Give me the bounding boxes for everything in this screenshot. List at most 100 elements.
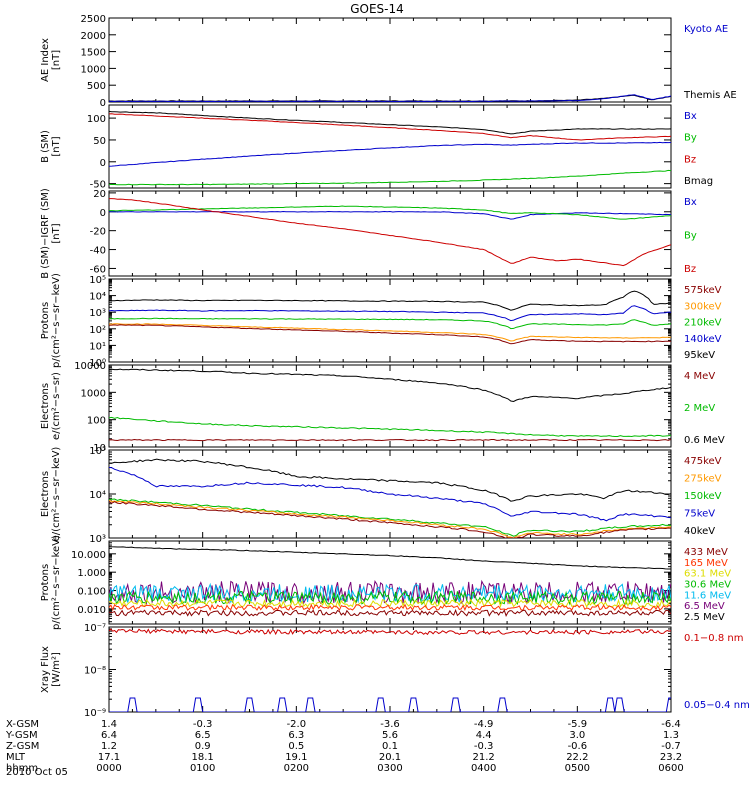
ephemeris-label: Z-GSM	[6, 741, 39, 752]
legend-entry: 75keV	[684, 509, 715, 520]
series-line	[109, 546, 671, 570]
ephemeris-value: 0.1	[382, 741, 398, 752]
y-tick-label: 10¹	[89, 341, 106, 352]
series-line	[109, 368, 671, 403]
legend-entry: 40keV	[684, 526, 715, 537]
panel-db-frame	[108, 190, 672, 277]
y-tick-label: 100	[87, 416, 106, 427]
ephemeris-value: 0300	[377, 763, 402, 774]
series-line	[109, 608, 671, 617]
panel-db: -60 -40 -20 0 20 B (SM)−IGRF (SM) [nT] Bx By Bz	[40, 188, 697, 279]
panel-e2: 10³ 10⁴ 10⁵ Electrons e/(cm²−s−sr−keV) 475keV…	[40, 446, 722, 545]
ephemeris-table: X-GSM 1.4 -0.3 -2.0 -3.6 -4.9 -5.9 -6.4 Y-GSM 6.4…	[5, 719, 684, 774]
ephemeris-value: 23.2	[660, 752, 682, 763]
legend-entry: 2 MeV	[684, 403, 715, 414]
legend-entry: Kyoto AE	[684, 24, 728, 35]
series-line	[109, 290, 671, 311]
ephemeris-value: 21.2	[473, 752, 495, 763]
y-axis-label: Electrons	[40, 471, 51, 517]
ephemeris-label: X-GSM	[6, 719, 39, 730]
y-axis-label: e/(cm²−s−sr−keV)	[51, 447, 62, 542]
series-line	[109, 141, 671, 167]
series-line	[109, 628, 671, 636]
ephemeris-value: 0000	[96, 763, 121, 774]
series-line	[109, 110, 671, 135]
y-tick-label: 1000	[81, 388, 106, 399]
y-tick-label: 100	[87, 114, 106, 125]
y-tick-label: 2000	[81, 31, 106, 42]
y-axis-label: Protons	[40, 564, 51, 601]
chart-title: GOES-14	[350, 2, 404, 16]
ephemeris-value: 4.4	[476, 730, 492, 741]
y-tick-label: 0.010	[77, 605, 106, 616]
series-line	[109, 198, 671, 267]
ephemeris-value: 6.3	[288, 730, 304, 741]
series-line	[109, 113, 671, 141]
ephemeris-value: 3.0	[569, 730, 585, 741]
series-line	[109, 466, 671, 522]
ephemeris-value: -4.9	[474, 719, 494, 730]
legend-entry: By	[684, 231, 697, 242]
y-tick-label: 1500	[81, 48, 106, 59]
panel-e1: 10 100 1000 10000 Electrons e/(cm²−s−sr) 4 MeV…	[40, 361, 725, 454]
series-line	[109, 210, 671, 220]
series-line	[109, 94, 671, 102]
ephemeris-label: Y-GSM	[5, 730, 38, 741]
date-label: 2010 Oct 05	[6, 767, 68, 778]
y-tick-label: 10⁻⁷	[84, 623, 106, 634]
y-tick-label: 10³	[89, 534, 106, 545]
y-axis-label: p/(cm²−s−sr−keV)	[51, 535, 62, 630]
y-axis-label: B (SM)	[40, 130, 51, 163]
y-tick-label: 10⁻⁹	[84, 708, 106, 719]
y-tick-label: 0	[100, 208, 106, 219]
series-line	[109, 501, 671, 538]
y-tick-label: 10.000	[71, 550, 106, 561]
y-tick-label: -60	[90, 264, 106, 275]
ephemeris-value: 22.2	[566, 752, 588, 763]
ephemeris-value: 0600	[658, 763, 683, 774]
legend-entry: 275keV	[684, 474, 722, 485]
legend-entry: 210keV	[684, 318, 722, 329]
y-tick-label: 10⁴	[89, 292, 106, 303]
y-axis-label: [nT]	[51, 136, 62, 156]
legend-entry: 30.6 MeV	[684, 580, 731, 591]
y-axis-label: [nT]	[51, 223, 62, 243]
legend-entry: 11.6 MeV	[684, 590, 731, 601]
ephemeris-value: 0.5	[288, 741, 304, 752]
ephemeris-value: 20.1	[379, 752, 401, 763]
legend-entry: 0.1−0.8 nm	[684, 633, 743, 644]
y-tick-label: 10	[93, 443, 106, 454]
y-axis-label: Xray Flux	[40, 646, 51, 693]
ephemeris-value: -0.3	[193, 719, 213, 730]
legend-entry: Bz	[684, 154, 696, 165]
panel-xr-frame	[108, 626, 672, 713]
legend-entry: 4 MeV	[684, 371, 715, 382]
legend-entry: Themis AE	[683, 90, 737, 101]
legend-entry: 6.5 MeV	[684, 601, 725, 612]
legend-entry: 300keV	[684, 301, 722, 312]
legend-entry: 433 MeV	[684, 547, 728, 558]
y-tick-label: -50	[90, 180, 106, 191]
panel-p: 10⁰ 10¹ 10² 10³ 10⁴ 10⁵ Protons p/(cm²−s−sr−keV…	[40, 273, 722, 369]
ephemeris-value: 0500	[565, 763, 590, 774]
y-tick-label: 1000	[81, 64, 106, 75]
series-line	[109, 169, 671, 186]
series-line	[109, 317, 671, 330]
y-axis-label: AE Index	[40, 38, 51, 82]
ephemeris-value: 1.3	[663, 730, 679, 741]
y-axis-label: p/(cm²−s−sr−keV)	[51, 273, 62, 368]
ephemeris-value: -5.9	[568, 719, 588, 730]
y-tick-label: 10⁵	[89, 275, 106, 286]
series-line	[109, 438, 671, 442]
series-line	[109, 582, 671, 604]
y-tick-label: 10⁻⁸	[84, 666, 106, 677]
ephemeris-value: -2.0	[287, 719, 307, 730]
series-line	[109, 305, 671, 322]
y-tick-label: 20	[93, 189, 106, 200]
legend-entry: 165 MeV	[684, 558, 728, 569]
panel-hp: 0.010 0.100 1.000 10.000 Protons p/(cm²−s−sr−…	[40, 535, 731, 630]
ephemeris-value: 5.6	[382, 730, 398, 741]
series-line	[109, 589, 671, 606]
